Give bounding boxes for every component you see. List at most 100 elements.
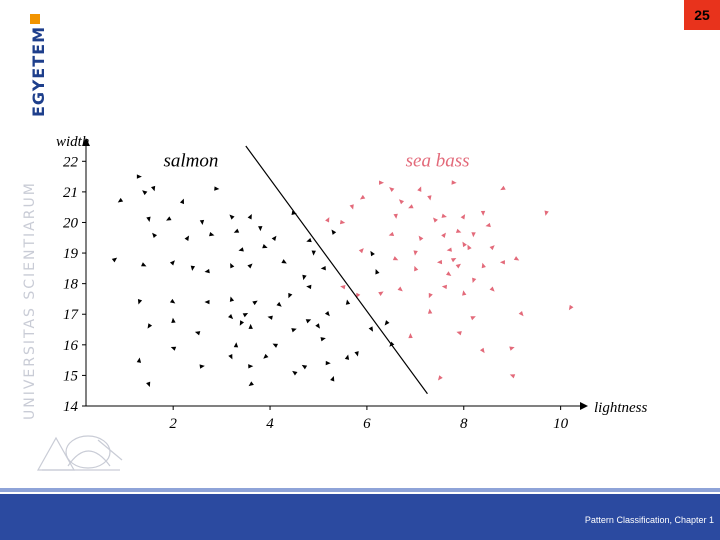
point-sea-bass — [446, 271, 452, 276]
point-salmon — [233, 342, 239, 348]
point-sea-bass — [379, 180, 385, 185]
point-sea-bass — [470, 316, 476, 321]
x-tick-label: 4 — [266, 416, 274, 432]
point-sea-bass — [481, 262, 486, 269]
point-sea-bass — [509, 374, 516, 379]
point-salmon — [263, 353, 269, 359]
point-salmon — [320, 265, 326, 271]
point-sea-bass — [392, 256, 399, 261]
point-sea-bass — [437, 375, 443, 381]
y-tick-label: 16 — [63, 338, 79, 354]
point-sea-bass — [388, 231, 395, 237]
point-salmon — [311, 250, 316, 256]
point-sea-bass — [467, 244, 472, 251]
point-salmon — [229, 296, 235, 302]
point-salmon — [267, 315, 273, 320]
point-sea-bass — [456, 331, 462, 336]
point-salmon — [209, 231, 215, 237]
point-salmon — [229, 214, 235, 220]
point-sea-bass — [544, 210, 549, 216]
y-axis-label: width — [56, 134, 89, 150]
x-tick-label: 10 — [553, 416, 569, 432]
point-salmon — [368, 326, 374, 332]
point-salmon — [248, 364, 254, 369]
point-salmon — [276, 301, 282, 307]
point-salmon — [370, 250, 375, 257]
point-salmon — [228, 353, 233, 360]
page-number: 25 — [684, 0, 720, 30]
point-sea-bass — [349, 204, 354, 210]
point-salmon — [324, 310, 330, 317]
point-salmon — [199, 219, 205, 226]
point-sea-bass — [393, 213, 398, 219]
point-salmon — [136, 174, 142, 179]
point-salmon — [389, 341, 395, 347]
point-sea-bass — [358, 248, 364, 254]
footer-bar: Pattern Classification, Chapter 1 — [0, 494, 720, 540]
y-tick-label: 21 — [63, 185, 78, 201]
point-salmon — [146, 381, 151, 388]
point-salmon — [233, 228, 240, 233]
point-salmon — [248, 323, 253, 329]
point-sea-bass — [509, 346, 515, 351]
point-sea-bass — [408, 333, 413, 339]
point-salmon — [171, 317, 176, 323]
point-salmon — [150, 185, 156, 192]
point-sea-bass — [389, 187, 395, 193]
point-salmon — [306, 284, 312, 290]
point-salmon — [190, 265, 196, 271]
y-tick-label: 18 — [63, 277, 79, 293]
point-sea-bass — [339, 219, 346, 225]
point-salmon — [258, 226, 263, 232]
point-salmon — [330, 376, 335, 382]
point-sea-bass — [398, 199, 405, 205]
point-salmon — [325, 360, 331, 366]
x-axis-label: lightness — [594, 400, 647, 416]
point-salmon — [204, 268, 210, 274]
point-sea-bass — [340, 285, 346, 290]
point-salmon — [291, 328, 297, 333]
point-salmon — [169, 298, 176, 304]
point-salmon — [166, 216, 172, 221]
point-sea-bass — [462, 241, 467, 248]
x-tick-label: 6 — [363, 416, 371, 432]
point-salmon — [302, 274, 307, 281]
y-tick-label: 17 — [63, 307, 80, 323]
logo-square — [30, 14, 40, 24]
point-sea-bass — [472, 277, 477, 284]
point-salmon — [247, 214, 252, 220]
point-salmon — [169, 260, 175, 266]
point-sea-bass — [441, 213, 447, 218]
point-salmon — [170, 346, 177, 351]
point-sea-bass — [414, 265, 419, 272]
decision-boundary — [245, 145, 428, 395]
y-tick-label: 20 — [63, 215, 79, 231]
point-sea-bass — [446, 247, 452, 252]
y-tick-label: 19 — [63, 246, 79, 262]
point-salmon — [315, 323, 320, 329]
point-salmon — [242, 313, 249, 318]
point-salmon — [204, 299, 210, 305]
point-salmon — [239, 320, 245, 326]
annotation-sea-bass: sea bass — [406, 150, 470, 171]
point-salmon — [252, 300, 258, 306]
point-salmon — [230, 262, 235, 269]
point-salmon — [228, 314, 234, 320]
point-sea-bass — [479, 347, 485, 354]
point-sea-bass — [433, 217, 438, 223]
point-salmon — [281, 259, 287, 264]
point-sea-bass — [408, 204, 414, 209]
point-sea-bass — [427, 308, 433, 314]
footer-text: Pattern Classification, Chapter 1 — [584, 515, 714, 525]
point-salmon — [344, 354, 350, 360]
point-salmon — [141, 262, 147, 267]
point-salmon — [292, 370, 298, 376]
y-tick-label: 14 — [63, 399, 79, 415]
point-sea-bass — [378, 291, 384, 296]
point-sea-bass — [518, 310, 524, 317]
chart-ticks: 2 4 6 8 10 14 15 16 17 18 19 20 21 22 — [63, 154, 569, 432]
point-sea-bass — [413, 250, 418, 256]
point-salmon — [136, 357, 142, 363]
point-sea-bass — [455, 263, 461, 269]
